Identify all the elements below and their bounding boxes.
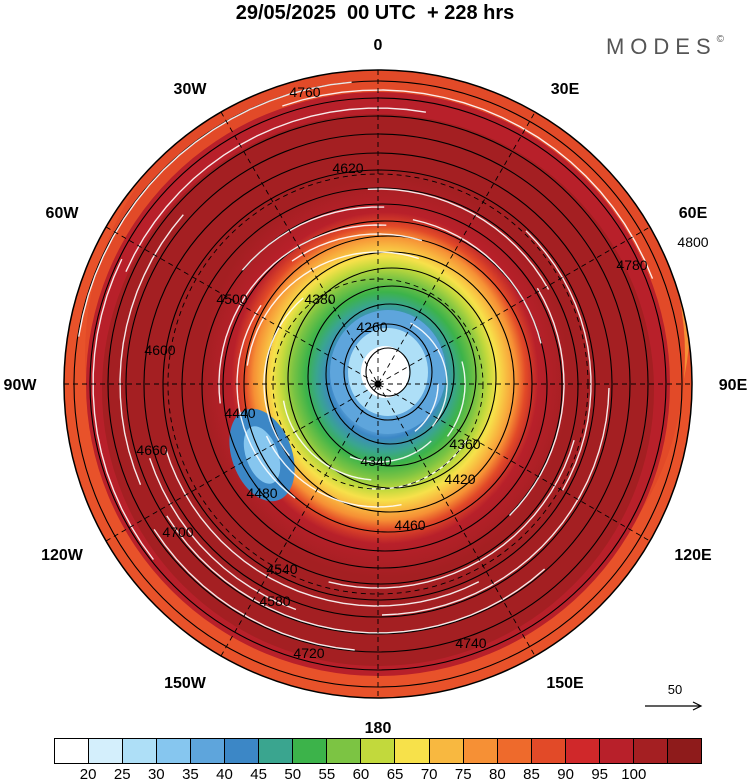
colorbar-swatch <box>293 739 328 763</box>
colorbar-swatch <box>497 739 532 763</box>
longitude-label-120w: 120W <box>41 547 84 564</box>
contour-label: 4340 <box>360 453 391 469</box>
contour-label: 4720 <box>293 645 324 661</box>
colorbar-swatch <box>191 739 226 763</box>
contour-label: 4620 <box>332 160 363 176</box>
longitude-label-150w: 150W <box>164 675 207 692</box>
colorbar-label: 80 <box>489 766 506 783</box>
contour-label: 4740 <box>455 635 486 651</box>
colorbar-swatch <box>463 739 498 763</box>
brand-name: MODES <box>605 34 717 59</box>
contour-label: 4380 <box>304 291 335 307</box>
contour-label: 4660 <box>136 442 167 458</box>
longitude-label-150e: 150E <box>546 675 584 692</box>
brand-logo: MODES© <box>606 34 724 60</box>
colorbar-swatch <box>667 739 701 763</box>
colorbar-label: 35 <box>182 766 199 783</box>
contour-label: 4480 <box>246 485 277 501</box>
colorbar-swatch <box>89 739 124 763</box>
map-title: 29/05/2025 00 UTC + 228 hrs <box>235 2 515 24</box>
colorbar-swatch <box>157 739 192 763</box>
colorbar-label: 40 <box>216 766 233 783</box>
contour-label: 4760 <box>289 84 320 100</box>
contour-label: 4420 <box>444 471 475 487</box>
colorbar-swatch <box>395 739 430 763</box>
longitude-label-60w: 60W <box>46 205 80 222</box>
longitude-label-30e: 30E <box>551 81 580 98</box>
longitude-label-0: 0 <box>374 37 383 54</box>
colorbar-label: 50 <box>284 766 302 783</box>
colorbar-label: 85 <box>523 766 540 783</box>
colorbar-swatch <box>531 739 566 763</box>
colorbar-label: 90 <box>557 766 574 783</box>
colorbar-swatch <box>55 739 90 763</box>
colorbar-swatch <box>225 739 260 763</box>
contour-label: 4800 <box>677 234 708 250</box>
colorbar-label: 45 <box>250 766 267 783</box>
contour-label: 4360 <box>449 436 480 452</box>
contour-label: 4580 <box>259 593 290 609</box>
colorbar-swatch <box>429 739 464 763</box>
colorbar-swatch <box>259 739 294 763</box>
longitude-label-180: 180 <box>365 720 392 737</box>
colorbar-swatch <box>123 739 158 763</box>
colorbar-label: 20 <box>79 766 97 783</box>
longitude-label-60e: 60E <box>679 205 708 222</box>
colorbar-label: 25 <box>113 766 131 783</box>
map-field <box>64 70 692 698</box>
contour-label: 4600 <box>144 342 175 358</box>
colorbar-label: 65 <box>386 766 404 783</box>
contour-label: 4780 <box>616 257 647 273</box>
longitude-label-120e: 120E <box>674 547 712 564</box>
longitude-label-90e: 90E <box>719 377 748 394</box>
colorbar-label: 60 <box>352 766 370 783</box>
copyright-mark: © <box>716 34 724 45</box>
colorbar-swatch <box>633 739 668 763</box>
contour-label: 4700 <box>162 524 193 540</box>
colorbar-swatch <box>599 739 634 763</box>
colorbar-label: 30 <box>147 766 165 783</box>
contour-label: 4540 <box>266 561 297 577</box>
contour-label: 4440 <box>224 405 255 421</box>
colorbar-swatch <box>327 739 362 763</box>
colorbar-swatch <box>361 739 396 763</box>
colorbar-label: 70 <box>420 766 438 783</box>
colorbar <box>54 738 702 764</box>
contour-label: 4260 <box>356 319 387 335</box>
colorbar-label: 75 <box>454 766 472 783</box>
colorbar-swatch <box>565 739 600 763</box>
longitude-label-30w: 30W <box>174 81 208 98</box>
longitude-label-90w: 90W <box>4 377 38 394</box>
contour-label: 4500 <box>216 291 247 307</box>
colorbar-label: 55 <box>318 766 336 783</box>
contour-label: 4460 <box>394 517 425 533</box>
wind-reference: 50 <box>645 682 703 711</box>
colorbar-labels: 20 25 30 35 40 45 50 55 60 65 70 75 80 85 90 95 100 <box>54 766 702 783</box>
colorbar-label: 95 <box>591 766 609 783</box>
colorbar-label: 100 <box>621 766 647 783</box>
wind-reference-label: 50 <box>668 682 682 697</box>
